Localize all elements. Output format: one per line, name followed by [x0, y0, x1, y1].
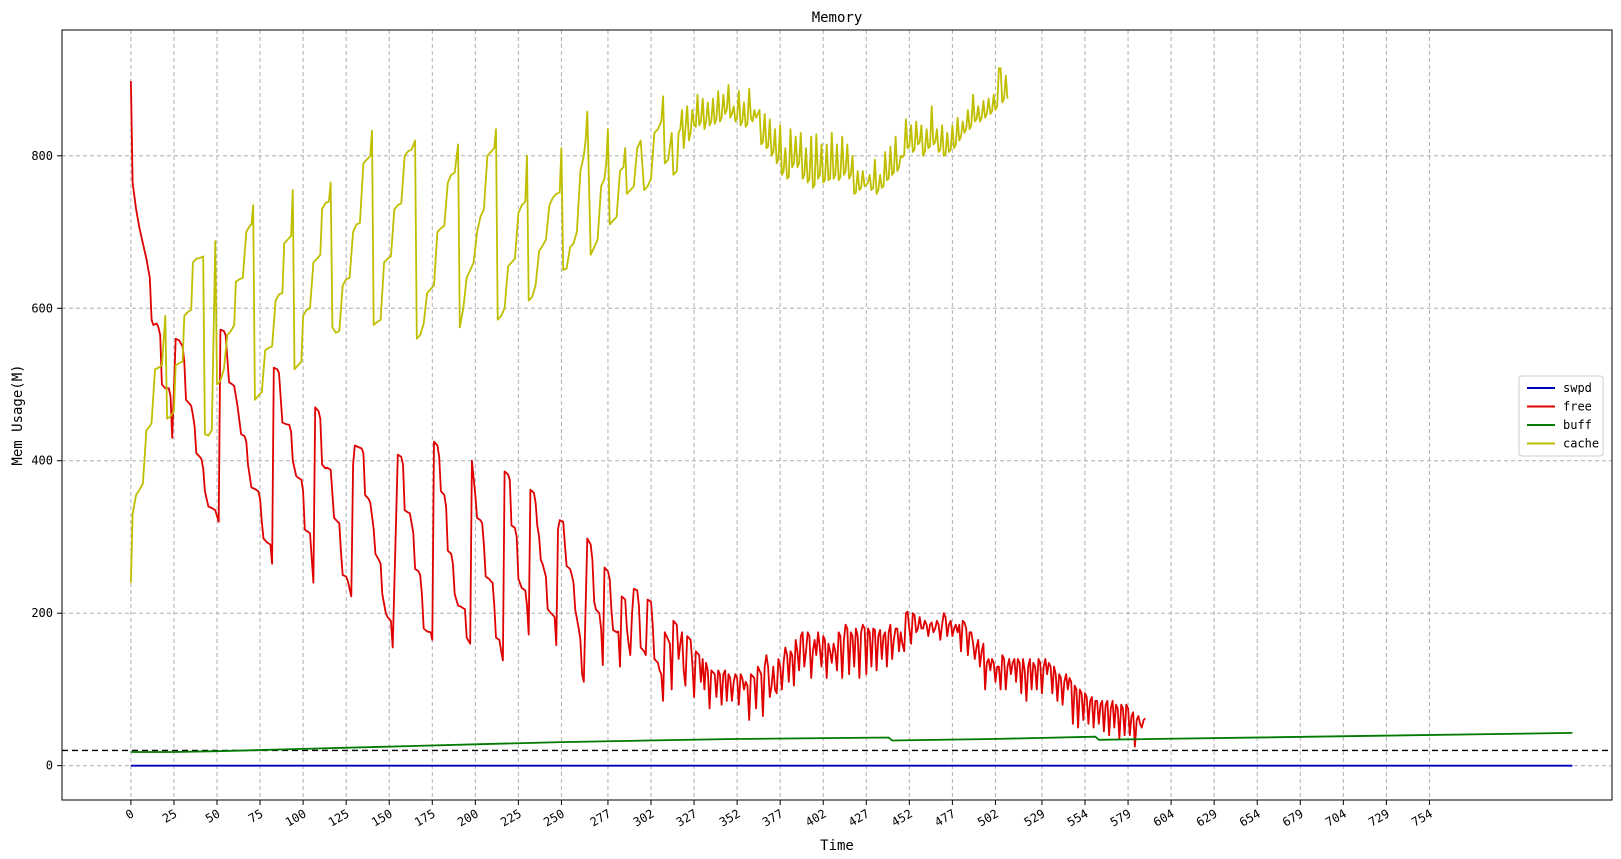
grid-layer [62, 30, 1612, 800]
y-tick-layer: 0 200 400 600 800 [31, 149, 62, 773]
x-tick-label: 679 [1280, 806, 1306, 829]
x-tick-label: 579 [1108, 806, 1134, 829]
y-tick-label: 800 [31, 149, 53, 163]
y-tick-label: 400 [31, 454, 53, 468]
x-tick-label: 477 [932, 806, 958, 829]
y-axis-label: Mem Usage(M) [10, 364, 26, 465]
x-tick-layer: 0 25 50 75 100 125 150 175 200 225 250 277 302 327 352… [123, 800, 1435, 829]
plot-frame [61, 29, 1613, 801]
legend-label-free: free [1563, 400, 1592, 414]
y-tick-label: 600 [31, 301, 53, 315]
x-tick-label: 175 [412, 806, 438, 829]
legend: swpd free buff cache [1518, 375, 1604, 457]
x-tick-label: 250 [541, 806, 567, 829]
x-tick-label: 704 [1323, 806, 1349, 829]
series-line-free [130, 81, 1146, 748]
x-tick-label: 277 [588, 806, 614, 829]
x-tick-label: 654 [1237, 806, 1263, 829]
x-tick-label: 402 [803, 806, 829, 829]
x-tick-label: 0 [123, 806, 136, 822]
x-tick-label: 50 [203, 806, 223, 825]
legend-label-buff: buff [1563, 418, 1592, 432]
x-tick-label: 427 [846, 806, 872, 829]
x-tick-label: 100 [283, 806, 309, 829]
x-tick-label: 529 [1022, 806, 1048, 829]
legend-label-cache: cache [1563, 437, 1599, 451]
series-line-buff [130, 732, 1573, 753]
series-line-cache [130, 67, 1009, 583]
x-tick-label: 377 [760, 806, 786, 829]
x-tick-label: 554 [1065, 806, 1091, 829]
x-tick-label: 150 [369, 806, 395, 829]
y-tick-label: 0 [46, 759, 53, 773]
x-tick-label: 25 [160, 806, 180, 825]
x-tick-label: 200 [455, 806, 481, 829]
x-tick-label: 629 [1194, 806, 1220, 829]
legend-box [1518, 375, 1604, 457]
x-tick-label: 729 [1366, 806, 1392, 829]
x-tick-label: 754 [1409, 806, 1435, 829]
x-tick-label: 604 [1151, 806, 1177, 829]
x-tick-label: 452 [889, 806, 915, 829]
x-tick-label: 225 [498, 806, 524, 829]
x-tick-label: 302 [631, 806, 657, 829]
x-tick-label: 75 [246, 806, 266, 825]
x-tick-label: 327 [674, 806, 700, 829]
x-tick-label: 352 [717, 806, 743, 829]
x-tick-label: 502 [975, 806, 1001, 829]
legend-label-swpd: swpd [1563, 381, 1592, 395]
x-tick-label: 125 [326, 806, 352, 829]
x-axis-label: Time [820, 838, 854, 854]
series-layer [130, 67, 1573, 767]
chart-title: Memory [812, 10, 863, 26]
y-tick-label: 200 [31, 606, 53, 620]
